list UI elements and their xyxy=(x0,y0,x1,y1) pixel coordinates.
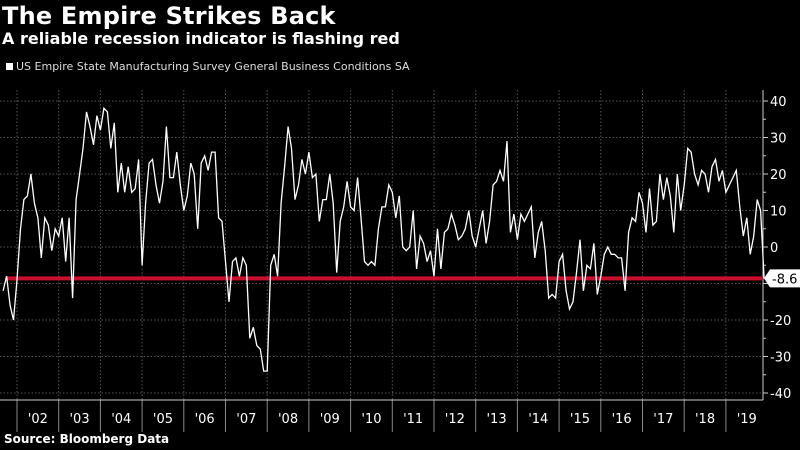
last-value-label-box xyxy=(764,269,800,288)
x-tick-label: '02 xyxy=(28,412,48,427)
x-tick-label: '03 xyxy=(69,412,89,427)
x-tick-label: '17 xyxy=(653,412,673,427)
x-tick-label: '15 xyxy=(570,412,590,427)
y-tick-label: -20 xyxy=(770,314,791,329)
y-tick-label: 30 xyxy=(770,132,787,147)
legend-swatch xyxy=(6,63,13,70)
y-tick-label: 0 xyxy=(770,241,778,256)
y-tick-label: 40 xyxy=(770,95,787,110)
legend: US Empire State Manufacturing Survey Gen… xyxy=(6,60,410,73)
x-tick-label: '19 xyxy=(737,412,757,427)
chart-title: The Empire Strikes Back xyxy=(2,2,336,30)
y-tick-label: -40 xyxy=(770,387,791,402)
chart-subtitle: A reliable recession indicator is flashi… xyxy=(2,29,400,48)
x-tick-label: '07 xyxy=(236,412,256,427)
x-tick-label: '18 xyxy=(695,412,715,427)
x-tick-label: '05 xyxy=(153,412,173,427)
x-tick-label: '11 xyxy=(403,412,423,427)
x-tick-label: '13 xyxy=(486,412,506,427)
data-points xyxy=(3,108,764,371)
y-tick-label: 20 xyxy=(770,168,787,183)
y-axis: 40 30 20 10 0 -20 -30 -40 xyxy=(762,90,791,402)
x-tick-label: '06 xyxy=(195,412,215,427)
x-tick-label: '14 xyxy=(528,412,548,427)
x-tick-label: '09 xyxy=(320,412,340,427)
source-note: Source: Bloomberg Data xyxy=(4,432,170,446)
x-tick-label: '12 xyxy=(445,412,465,427)
y-tick-label: -30 xyxy=(770,351,791,366)
x-tick-label: '08 xyxy=(278,412,298,427)
x-tick-label: '10 xyxy=(361,412,381,427)
x-tick-label: '04 xyxy=(111,412,131,427)
series-line xyxy=(2,106,765,372)
x-tick-label: '16 xyxy=(612,412,632,427)
y-tick-label: 10 xyxy=(770,205,787,220)
legend-label: US Empire State Manufacturing Survey Gen… xyxy=(16,60,410,73)
last-value-label-group: -8.6 xyxy=(764,269,800,288)
last-value-label: -8.6 xyxy=(772,272,797,287)
x-axis: '02 '03 '04 '05 '06 '07 '08 '09 '10 '11 '12 '13 '14 '… xyxy=(0,399,763,432)
